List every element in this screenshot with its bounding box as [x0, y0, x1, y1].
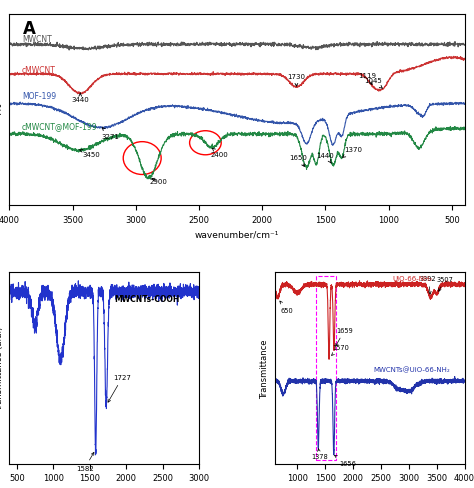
Text: 1650: 1650: [289, 154, 307, 167]
Text: 1656: 1656: [335, 455, 356, 467]
Text: 650: 650: [280, 302, 293, 313]
Text: 1727: 1727: [108, 374, 131, 403]
X-axis label: wavenumber/cm⁻¹: wavenumber/cm⁻¹: [195, 230, 279, 239]
Text: 1378: 1378: [311, 449, 328, 459]
Text: 1730: 1730: [287, 74, 305, 87]
Text: 2900: 2900: [150, 179, 168, 185]
Text: A: A: [23, 20, 36, 39]
Text: 3440: 3440: [72, 94, 89, 103]
Text: 1045: 1045: [364, 78, 383, 89]
Text: 1440: 1440: [317, 153, 334, 164]
Text: 3507: 3507: [437, 276, 454, 292]
Y-axis label: Transmittance (a.u.): Transmittance (a.u.): [0, 326, 4, 410]
Text: 3392: 3392: [420, 276, 437, 294]
Text: cMWCNT: cMWCNT: [22, 65, 56, 75]
Y-axis label: Transmittance: Transmittance: [260, 338, 269, 398]
Text: MOF-199: MOF-199: [22, 92, 56, 101]
Text: 3271: 3271: [101, 128, 119, 140]
Text: 1370: 1370: [343, 147, 362, 158]
Text: 1119: 1119: [358, 73, 376, 85]
Text: MWCNTs-COOH: MWCNTs-COOH: [114, 294, 179, 303]
Text: UiO-66-NH₂: UiO-66-NH₂: [392, 275, 433, 281]
Bar: [316, 276, 336, 460]
Text: 2400: 2400: [210, 149, 228, 158]
Text: MWCNTs@UiO-66-NH₂: MWCNTs@UiO-66-NH₂: [374, 366, 450, 373]
Text: MWCNT: MWCNT: [22, 35, 52, 44]
Text: 3450: 3450: [80, 150, 100, 158]
Text: 1570: 1570: [332, 345, 349, 356]
Y-axis label: T%: T%: [0, 103, 4, 117]
Text: 1659: 1659: [336, 327, 353, 346]
Text: 1582: 1582: [76, 452, 94, 471]
Text: cMWCNT@MOF-199: cMWCNT@MOF-199: [22, 122, 98, 131]
